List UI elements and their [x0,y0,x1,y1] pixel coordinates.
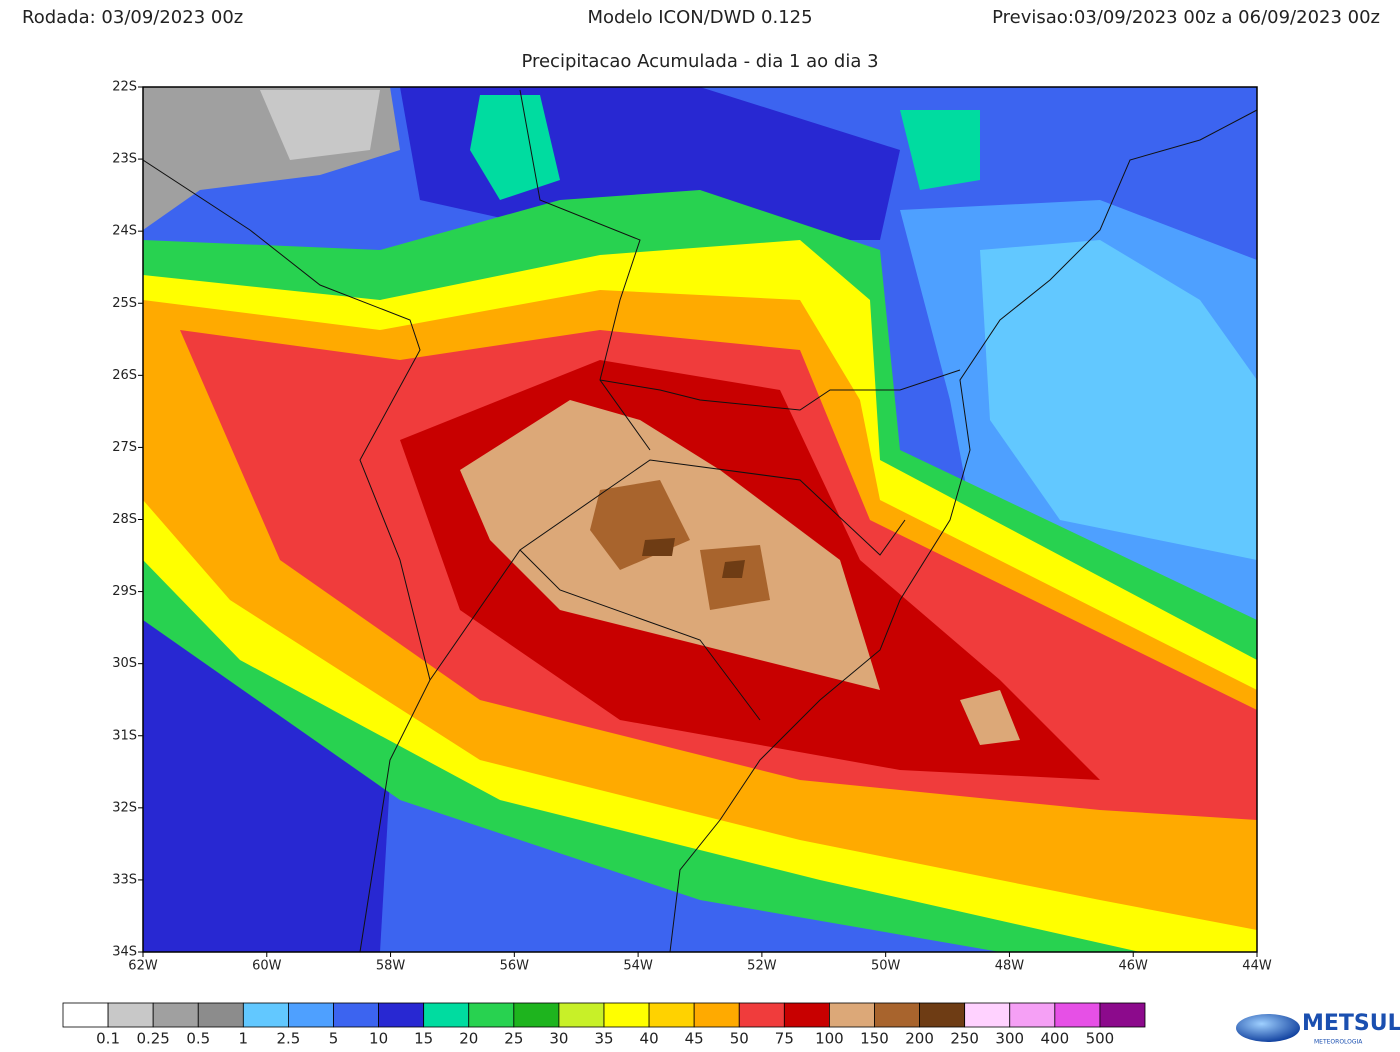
legend-label: 200 [905,1030,934,1048]
field [470,95,560,200]
legend-swatch [558,1002,605,1028]
lat-label: 33S [112,872,137,887]
legend-swatch [288,1002,334,1028]
legend-label: 300 [995,1030,1024,1048]
lat-label: 27S [112,440,137,455]
legend-label: 0.1 [96,1030,120,1048]
legend-swatch [423,1002,470,1028]
legend-swatch [152,1002,199,1028]
field [722,560,745,578]
lon-label: 60W [252,959,282,974]
legend-swatch [242,1002,289,1028]
legend-label: 40 [640,1030,659,1048]
legend-label: 35 [594,1030,613,1048]
legend-label: 20 [459,1030,478,1048]
legend-swatch [874,1002,920,1028]
legend-label: 0.5 [186,1030,210,1048]
lon-label: 48W [995,959,1025,974]
field [260,90,380,160]
legend-label: 5 [329,1030,339,1048]
legend-label: 500 [1086,1030,1115,1048]
legend-swatch [378,1002,425,1028]
legend-label: 75 [775,1030,794,1048]
legend-swatch [1099,1002,1146,1028]
lon-label: 62W [128,959,158,974]
legend-swatch [107,1002,154,1028]
legend-label: 50 [730,1030,749,1048]
legend-swatch [1054,1002,1101,1028]
legend-label: 250 [950,1030,979,1048]
lat-label: 24S [112,224,137,239]
color-legend: 0.1 0.25 0.5 1 2.5 5 10 15 20 25 30 35 40 45 50 75 100 15… [62,1002,1146,1048]
legend-label: 100 [815,1030,844,1048]
axis-ticks: 22S23S24S25S26S27S28S29S30S31S32S33S34S6… [112,80,1272,974]
field [642,538,675,556]
legend-label: 30 [549,1030,568,1048]
legend-label: 15 [414,1030,433,1048]
legend-swatch [603,1002,650,1028]
logo-name: METSUL [1302,1011,1400,1036]
lon-label: 50W [871,959,901,974]
legend-label: 45 [685,1030,704,1048]
boundaries [143,89,1257,952]
border-line [519,89,651,451]
lat-label: 30S [112,656,137,671]
coastline [669,109,1257,952]
field [900,110,980,190]
model-label: Modelo ICON/DWD 0.125 [587,7,812,28]
legend-label: 150 [860,1030,889,1048]
lon-label: 54W [623,959,653,974]
lat-label: 25S [112,296,137,311]
legend-swatch [197,1002,244,1028]
legend-swatch [62,1002,109,1028]
field [143,600,390,952]
legend-label: 400 [1041,1030,1070,1048]
legend-label: 0.25 [136,1030,169,1048]
logo: METSUL METEOROLOGIA [1236,1011,1400,1046]
border-line [429,459,906,681]
lon-label: 46W [1119,959,1149,974]
legend-label: 2.5 [276,1030,300,1048]
legend-swatch [783,1002,830,1028]
legend-swatch [648,1002,695,1028]
legend-swatch [1009,1002,1056,1028]
lat-label: 34S [112,945,137,960]
lon-label: 58W [376,959,406,974]
field [960,690,1020,745]
lat-label: 29S [112,584,137,599]
lat-label: 26S [112,368,137,383]
lat-label: 31S [112,728,137,743]
precip-field [143,87,1257,952]
lat-label: 28S [112,512,137,527]
legend-swatch [919,1002,966,1028]
border-line [599,369,961,411]
legend-swatch [468,1002,515,1028]
lat-label: 23S [112,152,137,167]
border-line [519,549,761,721]
legend-label: 25 [504,1030,523,1048]
forecast-label: Previsao:03/09/2023 00z a 06/09/2023 00z [992,7,1380,28]
legend-swatch [693,1002,740,1028]
legend-label: 1 [239,1030,249,1048]
legend-swatch [513,1002,560,1028]
run-label: Rodada: 03/09/2023 00z [22,7,243,28]
border-line [143,159,431,952]
lat-label: 22S [112,80,137,95]
lon-label: 56W [500,959,530,974]
lon-label: 52W [747,959,777,974]
lat-label: 32S [112,800,137,815]
legend-swatch [738,1002,785,1028]
legend-label: 10 [369,1030,388,1048]
legend-swatch [829,1002,875,1028]
legend-swatch [964,1002,1011,1028]
legend-swatch [333,1002,379,1028]
map-title: Precipitacao Acumulada - dia 1 ao dia 3 [521,51,878,72]
lon-label: 44W [1242,959,1272,974]
field [980,240,1257,560]
logo-tagline: METEOROLOGIA [1314,1039,1363,1046]
logo-globe [1236,1014,1300,1042]
